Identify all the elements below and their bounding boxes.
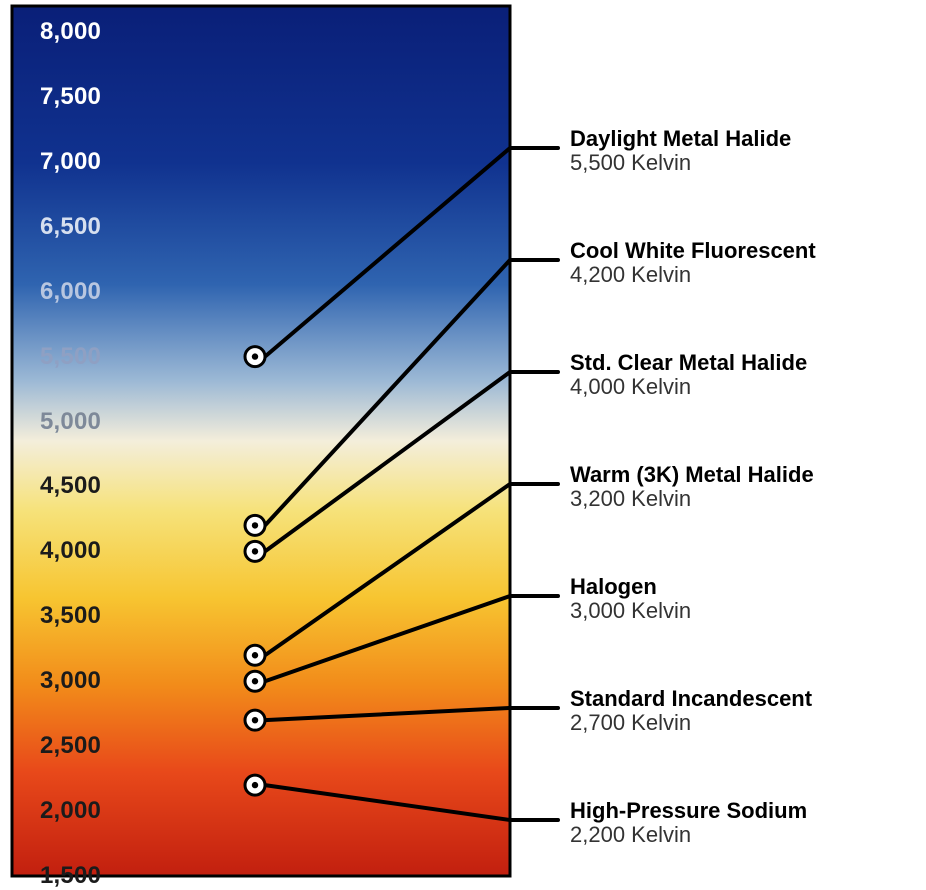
scale-label: 8,000 [40, 18, 101, 46]
source-name: Standard Incandescent [570, 686, 812, 712]
source-name: Cool White Fluorescent [570, 238, 816, 264]
scale-label: 4,500 [40, 472, 101, 500]
scale-label: 7,500 [40, 83, 101, 111]
scale-label: 6,000 [40, 278, 101, 306]
source-kelvin: 5,500 Kelvin [570, 150, 691, 176]
source-kelvin: 3,000 Kelvin [570, 598, 691, 624]
scale-label: 3,000 [40, 667, 101, 695]
scale-label: 5,500 [40, 343, 101, 371]
temperature-marker-dot [252, 522, 258, 528]
temperature-marker-dot [252, 353, 258, 359]
scale-label: 7,000 [40, 148, 101, 176]
source-kelvin: 2,200 Kelvin [570, 822, 691, 848]
temperature-marker-dot [252, 652, 258, 658]
kelvin-color-chart: 8,000 7,500 7,000 6,500 6,000 5,500 5,000 4,500… [0, 0, 926, 878]
source-name: Std. Clear Metal Halide [570, 350, 807, 376]
temperature-marker-dot [252, 548, 258, 554]
scale-label: 5,000 [40, 408, 101, 436]
scale-label: 2,000 [40, 797, 101, 825]
scale-label: 4,000 [40, 537, 101, 565]
scale-label: 1,500 [40, 862, 101, 890]
temperature-marker-dot [252, 717, 258, 723]
source-kelvin: 3,200 Kelvin [570, 486, 691, 512]
source-name: High-Pressure Sodium [570, 798, 807, 824]
source-kelvin: 2,700 Kelvin [570, 710, 691, 736]
source-name: Warm (3K) Metal Halide [570, 462, 814, 488]
scale-label: 6,500 [40, 213, 101, 241]
temperature-marker-dot [252, 782, 258, 788]
source-name: Daylight Metal Halide [570, 126, 791, 152]
source-kelvin: 4,200 Kelvin [570, 262, 691, 288]
source-kelvin: 4,000 Kelvin [570, 374, 691, 400]
temperature-marker-dot [252, 678, 258, 684]
scale-label: 2,500 [40, 732, 101, 760]
source-name: Halogen [570, 574, 657, 600]
scale-label: 3,500 [40, 602, 101, 630]
